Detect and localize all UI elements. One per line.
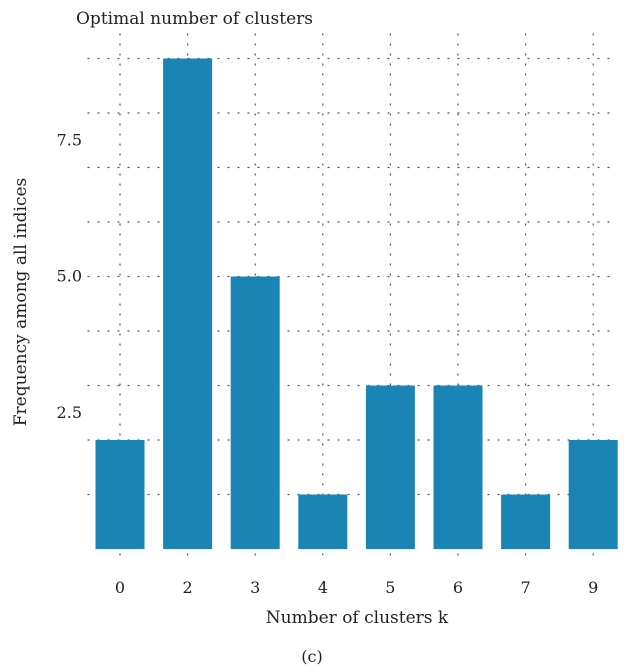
x-tick-label: 3 bbox=[250, 578, 260, 597]
bar-0 bbox=[95, 440, 145, 549]
gridlines bbox=[87, 33, 611, 557]
x-tick-label: 7 bbox=[521, 578, 531, 597]
y-tick-label: 5.0 bbox=[57, 267, 82, 286]
bars bbox=[95, 58, 618, 549]
x-tick-label: 4 bbox=[318, 578, 328, 597]
x-tick-label: 2 bbox=[183, 578, 193, 597]
figure-caption: (c) bbox=[301, 647, 322, 666]
x-tick-label: 5 bbox=[385, 578, 395, 597]
x-tick-label: 6 bbox=[453, 578, 463, 597]
bar-3 bbox=[230, 276, 280, 549]
bar-2 bbox=[163, 58, 213, 549]
y-tick-label: 2.5 bbox=[57, 403, 82, 422]
x-tick-label: 0 bbox=[115, 578, 125, 597]
x-tick-labels: 0 2 3 4 5 6 7 9 bbox=[115, 578, 598, 597]
bar-7 bbox=[501, 494, 551, 549]
bar-4 bbox=[298, 494, 348, 549]
bar-9 bbox=[568, 440, 618, 549]
bar-5 bbox=[365, 385, 415, 549]
y-tick-label: 7.5 bbox=[57, 130, 82, 149]
y-tick-labels: 2.5 5.0 7.5 bbox=[57, 130, 82, 422]
bar-6 bbox=[433, 385, 483, 549]
chart-title: Optimal number of clusters bbox=[76, 9, 313, 29]
y-axis-label: Frequency among all indices bbox=[11, 178, 31, 427]
x-tick-label: 9 bbox=[588, 578, 598, 597]
x-axis-label: Number of clusters k bbox=[266, 608, 449, 628]
